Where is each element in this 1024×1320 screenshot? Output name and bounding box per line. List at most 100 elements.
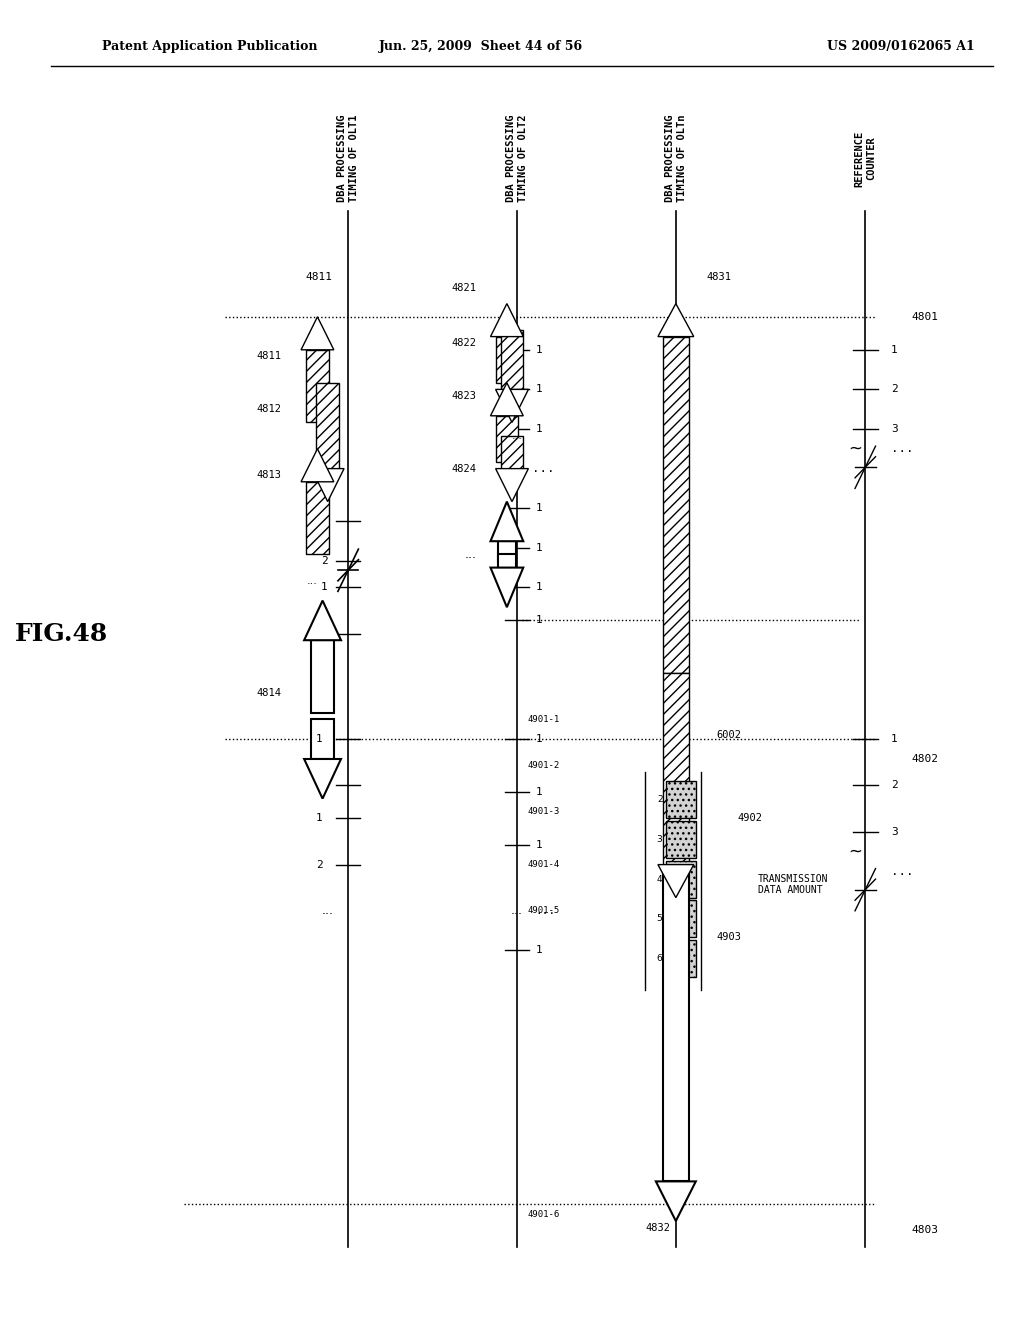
Text: ...: ... — [536, 906, 556, 916]
Text: 4824: 4824 — [452, 463, 476, 474]
Text: 4901-2: 4901-2 — [527, 762, 559, 770]
Text: ...: ... — [891, 865, 913, 878]
Text: 4802: 4802 — [911, 754, 938, 764]
Text: 4822: 4822 — [452, 338, 476, 348]
Text: 2: 2 — [321, 556, 328, 566]
Bar — [664, 337, 689, 673]
Text: 4: 4 — [657, 875, 663, 883]
Bar — [664, 673, 689, 865]
Text: 1: 1 — [315, 813, 323, 824]
Bar — [496, 337, 518, 383]
Text: 2: 2 — [657, 796, 663, 804]
Text: 4803: 4803 — [911, 1225, 938, 1236]
Polygon shape — [658, 304, 694, 337]
Bar — [666, 861, 696, 898]
Polygon shape — [490, 502, 523, 541]
Text: 4831: 4831 — [707, 272, 731, 282]
Bar — [666, 940, 696, 977]
Text: 1: 1 — [891, 345, 898, 355]
Text: 1: 1 — [321, 516, 328, 527]
Bar — [666, 900, 696, 937]
Bar — [311, 719, 334, 759]
Text: 3: 3 — [656, 836, 663, 843]
Bar — [306, 482, 329, 554]
Text: ...: ... — [512, 430, 522, 441]
Text: 6: 6 — [656, 954, 663, 962]
Text: 4811: 4811 — [306, 272, 333, 282]
Text: 1: 1 — [891, 734, 898, 744]
Text: 4812: 4812 — [257, 404, 282, 414]
Polygon shape — [496, 389, 528, 422]
Text: 1: 1 — [536, 503, 543, 513]
Text: 4903: 4903 — [717, 932, 741, 942]
Text: 4902: 4902 — [737, 813, 762, 824]
Text: 1: 1 — [536, 840, 543, 850]
Polygon shape — [304, 601, 341, 640]
Polygon shape — [490, 383, 523, 416]
Text: 2: 2 — [321, 628, 328, 639]
Text: 6002: 6002 — [717, 730, 741, 741]
Text: 1: 1 — [536, 345, 543, 355]
Text: TRANSMISSION
DATA AMOUNT: TRANSMISSION DATA AMOUNT — [758, 874, 828, 895]
Text: DBA PROCESSING
TIMING OF OLT2: DBA PROCESSING TIMING OF OLT2 — [506, 115, 528, 202]
Polygon shape — [301, 449, 334, 482]
Bar — [311, 640, 334, 713]
Text: 2: 2 — [315, 859, 323, 870]
Bar — [666, 821, 696, 858]
Polygon shape — [304, 759, 341, 799]
Polygon shape — [490, 568, 523, 607]
Text: 2: 2 — [315, 780, 323, 791]
Text: 1: 1 — [536, 384, 543, 395]
Polygon shape — [311, 469, 344, 502]
Text: ...: ... — [307, 576, 317, 586]
Text: 1: 1 — [321, 582, 328, 593]
Text: 4901-4: 4901-4 — [527, 861, 559, 869]
Text: 4811: 4811 — [257, 351, 282, 362]
Text: 3: 3 — [891, 424, 898, 434]
Text: 1: 1 — [536, 582, 543, 593]
Text: 1: 1 — [536, 734, 543, 744]
Text: ~: ~ — [848, 842, 862, 861]
Text: DBA PROCESSING
TIMING OF OLT1: DBA PROCESSING TIMING OF OLT1 — [337, 115, 359, 202]
Bar — [306, 350, 329, 422]
Text: 1: 1 — [536, 424, 543, 434]
Text: 4901-3: 4901-3 — [527, 808, 559, 816]
Text: 4901-1: 4901-1 — [527, 715, 559, 723]
Text: 1: 1 — [536, 543, 543, 553]
Bar — [498, 541, 516, 561]
Bar — [501, 436, 523, 469]
Text: 1: 1 — [536, 787, 543, 797]
Text: 4814: 4814 — [257, 688, 282, 698]
Bar — [501, 330, 523, 389]
Polygon shape — [656, 1181, 696, 1221]
Polygon shape — [490, 304, 523, 337]
Text: Jun. 25, 2009  Sheet 44 of 56: Jun. 25, 2009 Sheet 44 of 56 — [379, 40, 584, 53]
Bar — [496, 416, 518, 462]
Text: DBA PROCESSING
TIMING OF OLTn: DBA PROCESSING TIMING OF OLTn — [665, 115, 687, 202]
Polygon shape — [301, 317, 334, 350]
Text: ...: ... — [891, 442, 913, 455]
Text: 4901-6: 4901-6 — [527, 1210, 559, 1218]
Text: ...: ... — [532, 462, 555, 475]
Text: 4813: 4813 — [257, 470, 282, 480]
Text: 4821: 4821 — [452, 282, 476, 293]
Text: ~: ~ — [848, 440, 862, 458]
Text: US 2009/0162065 A1: US 2009/0162065 A1 — [827, 40, 975, 53]
Text: 4801: 4801 — [911, 312, 938, 322]
Bar — [316, 383, 339, 469]
Text: ...: ... — [465, 548, 477, 561]
Text: 4823: 4823 — [452, 391, 476, 401]
Text: 3: 3 — [891, 826, 898, 837]
Polygon shape — [658, 865, 694, 898]
Text: 4832: 4832 — [646, 1222, 671, 1233]
Text: 2: 2 — [891, 780, 898, 791]
Polygon shape — [496, 469, 528, 502]
Bar — [666, 781, 696, 818]
Text: 1: 1 — [536, 615, 543, 626]
Text: FIG.48: FIG.48 — [14, 622, 109, 645]
Text: 2: 2 — [891, 384, 898, 395]
Text: 1: 1 — [536, 945, 543, 956]
Text: ...: ... — [322, 904, 334, 917]
Text: 4901-5: 4901-5 — [527, 907, 559, 915]
Text: ...: ... — [511, 904, 523, 917]
